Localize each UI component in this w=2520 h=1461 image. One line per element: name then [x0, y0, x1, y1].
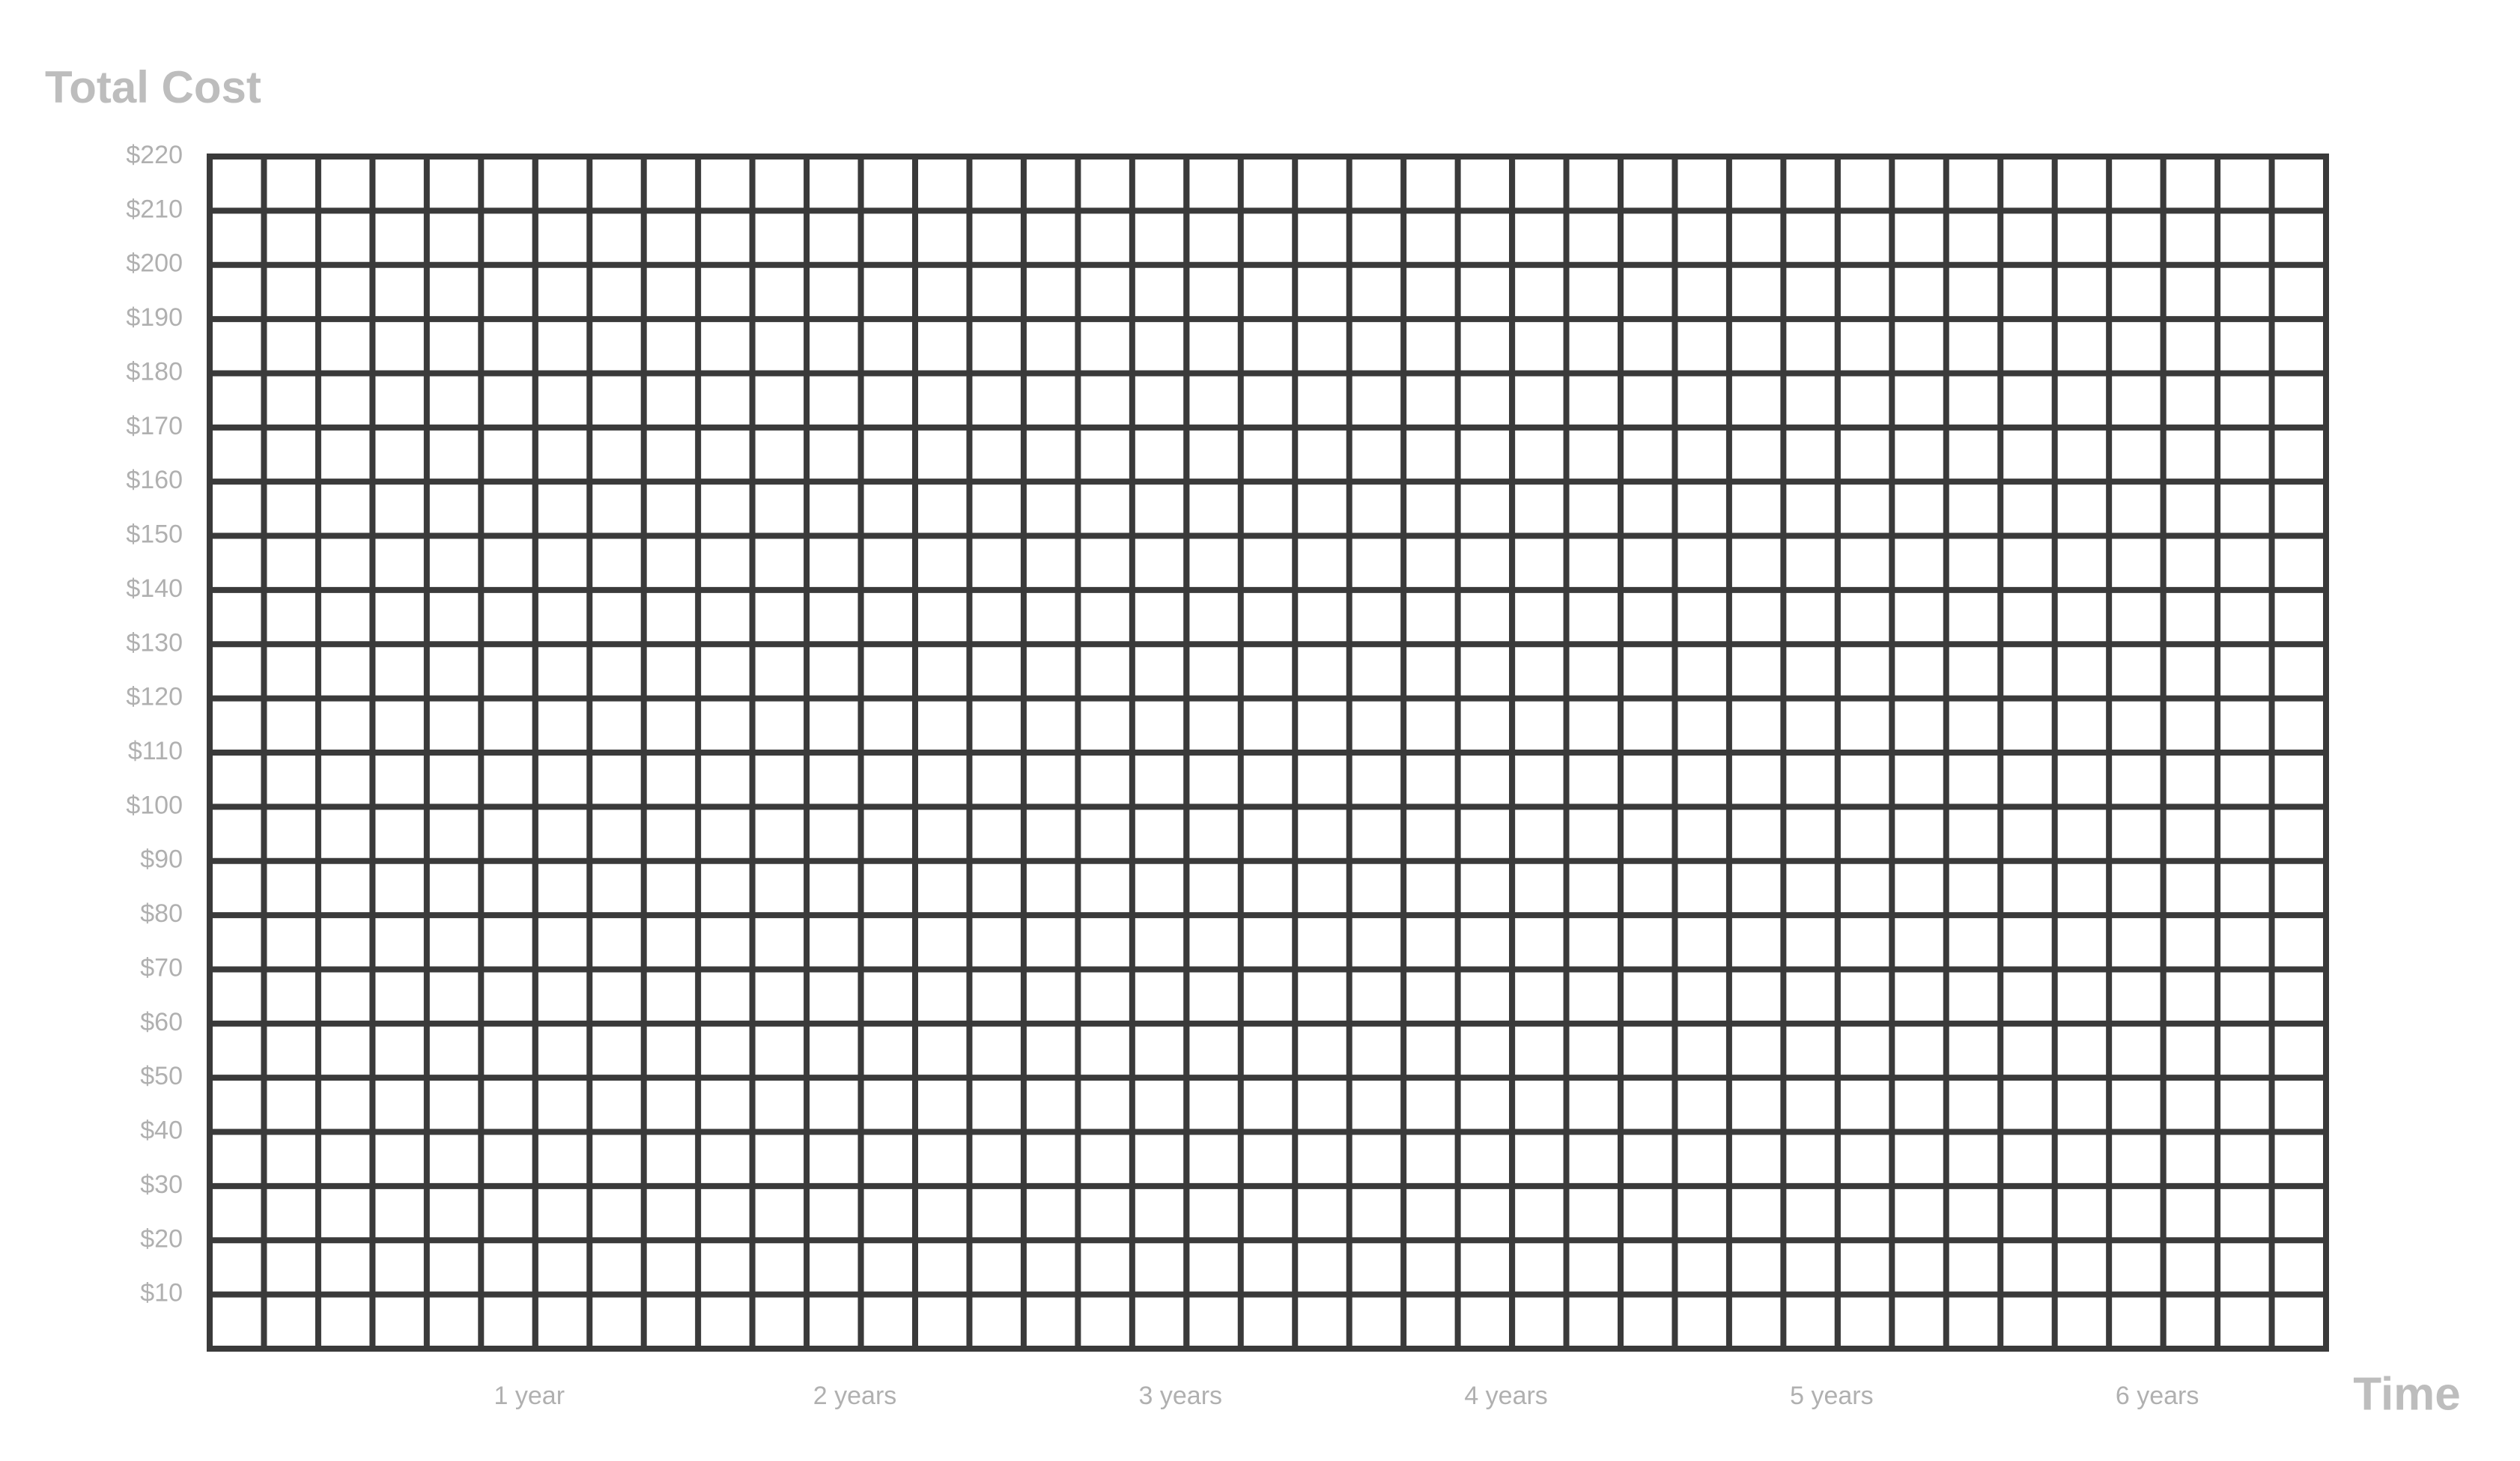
x-tick-label: 3 years	[1139, 1382, 1223, 1410]
y-tick-label: $10	[140, 1279, 183, 1307]
y-tick-label: $160	[126, 466, 183, 494]
y-tick-label: $70	[140, 953, 183, 982]
x-tick-label: 4 years	[1464, 1382, 1548, 1410]
y-tick-label: $100	[126, 791, 183, 819]
y-tick-label: $40	[140, 1117, 183, 1145]
y-tick-label: $120	[126, 683, 183, 711]
y-tick-label: $130	[126, 628, 183, 657]
x-tick-label: 5 years	[1790, 1382, 1874, 1410]
x-tick-label: 1 year	[494, 1382, 565, 1410]
y-tick-label: $60	[140, 1008, 183, 1036]
y-tick-label: $220	[126, 141, 183, 169]
y-tick-label: $140	[126, 574, 183, 603]
y-tick-label: $20	[140, 1224, 183, 1253]
y-tick-label: $190	[126, 303, 183, 332]
x-tick-label: 2 years	[813, 1382, 897, 1410]
chart-title: Total Cost	[45, 62, 261, 112]
y-tick-label: $50	[140, 1062, 183, 1090]
y-tick-label: $210	[126, 195, 183, 223]
plot-frame	[207, 154, 2329, 1352]
y-tick-label: $90	[140, 845, 183, 874]
y-tick-label: $170	[126, 412, 183, 440]
y-tick-label: $80	[140, 899, 183, 928]
y-tick-label: $200	[126, 249, 183, 278]
x-axis-label: Time	[2353, 1368, 2461, 1420]
y-tick-label: $110	[128, 737, 183, 765]
x-tick-label: 6 years	[2116, 1382, 2199, 1410]
y-tick-label: $30	[140, 1170, 183, 1199]
y-tick-label: $150	[126, 520, 183, 549]
y-tick-label: $180	[126, 357, 183, 386]
